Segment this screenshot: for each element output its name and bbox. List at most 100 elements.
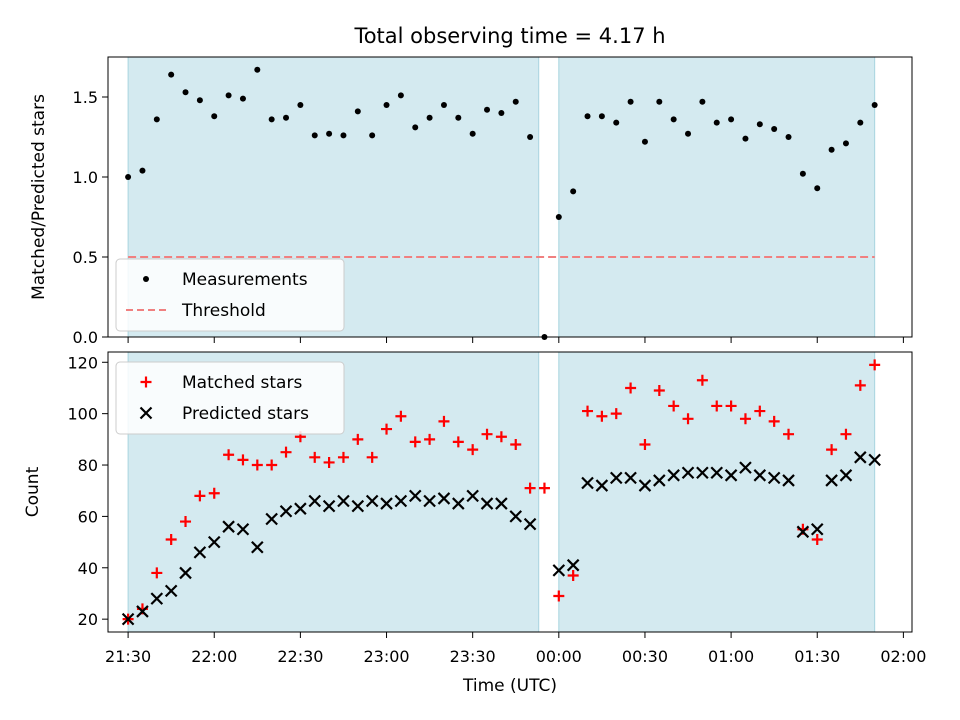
data-point <box>294 502 307 515</box>
data-point <box>452 497 465 510</box>
data-point <box>426 114 433 121</box>
legend-label: Threshold <box>181 301 266 321</box>
data-point <box>381 423 393 435</box>
x-tick-label: 23:30 <box>450 647 496 666</box>
data-point <box>207 535 221 549</box>
data-point <box>369 132 376 139</box>
data-point <box>711 400 723 412</box>
data-point <box>696 466 709 480</box>
data-point <box>668 400 680 412</box>
data-point <box>641 138 648 145</box>
data-point <box>756 121 763 128</box>
data-point <box>495 431 507 443</box>
data-point <box>193 546 207 559</box>
legend-label: Predicted stars <box>182 404 309 424</box>
data-point <box>595 479 609 492</box>
data-point <box>871 102 878 108</box>
data-point <box>265 512 278 526</box>
y-tick-label: 80 <box>78 456 98 475</box>
data-point <box>613 119 620 126</box>
data-point <box>639 438 651 450</box>
x-tick-label: 00:30 <box>622 647 668 666</box>
data-point <box>480 497 494 510</box>
top-panel: Total observing time = 4.17 h 0.0 0.5 1.0 1… <box>29 24 913 347</box>
data-point <box>254 66 261 73</box>
data-point <box>724 469 738 482</box>
y-tick-label: 0.0 <box>73 328 98 347</box>
data-point <box>512 98 519 105</box>
data-point <box>452 436 464 448</box>
data-point <box>596 410 608 422</box>
x-tick-label: 01:00 <box>708 647 754 666</box>
observing-window <box>558 57 875 337</box>
data-point <box>498 110 505 116</box>
data-point <box>681 466 695 480</box>
data-point <box>753 469 767 482</box>
data-point <box>311 132 318 139</box>
data-point <box>825 474 838 487</box>
y-tick-label: 1.5 <box>73 88 98 107</box>
x-tick-label: 22:30 <box>277 647 323 666</box>
data-point <box>653 385 665 397</box>
data-point <box>208 487 220 499</box>
data-point <box>467 444 479 456</box>
data-point <box>423 494 436 508</box>
x-tick-label: 00:00 <box>536 647 582 666</box>
data-point <box>179 566 192 580</box>
data-point <box>424 433 436 445</box>
y-tick-label: 100 <box>67 405 98 424</box>
data-point <box>627 98 634 105</box>
data-point <box>509 510 523 523</box>
legend-box <box>115 258 345 332</box>
data-point <box>495 497 508 510</box>
data-point <box>340 132 347 139</box>
data-point <box>397 92 404 99</box>
legend-swatch <box>143 276 149 282</box>
x-tick-label: 23:00 <box>363 647 409 666</box>
data-point <box>555 214 562 220</box>
observing-window <box>558 352 875 632</box>
data-point <box>251 540 264 554</box>
data-point <box>584 113 591 120</box>
data-point <box>366 451 378 463</box>
legend-swatch <box>140 376 152 388</box>
data-point <box>785 134 792 140</box>
data-point <box>337 451 349 463</box>
plot-frame <box>107 351 913 633</box>
data-point <box>598 113 605 120</box>
data-point <box>351 499 365 513</box>
data-point <box>767 471 781 485</box>
data-point <box>139 167 146 174</box>
data-point <box>553 590 565 602</box>
legend-label: Measurements <box>182 270 308 290</box>
data-point <box>656 98 663 105</box>
data-point <box>196 97 203 104</box>
data-point <box>225 92 232 99</box>
data-point <box>150 592 164 605</box>
data-point <box>840 428 852 440</box>
x-tick-label: 02:00 <box>880 647 926 666</box>
y-tick-label: 20 <box>78 610 98 629</box>
data-point <box>667 469 680 482</box>
data-point <box>670 116 677 123</box>
plot-frame <box>107 56 913 338</box>
data-point <box>570 188 577 195</box>
data-point <box>222 520 235 533</box>
data-point <box>164 584 178 598</box>
data-point <box>682 413 694 425</box>
data-point <box>839 469 853 482</box>
data-point <box>685 130 692 137</box>
data-point <box>168 71 175 78</box>
y-tick-label: 1.0 <box>73 168 98 187</box>
data-point <box>696 374 708 386</box>
data-point <box>437 492 451 505</box>
x-tick-label: 22:00 <box>191 647 237 666</box>
data-point <box>796 525 810 539</box>
data-point <box>782 474 795 487</box>
data-point <box>409 436 421 448</box>
data-point <box>211 113 218 120</box>
data-point <box>484 106 491 113</box>
data-point <box>153 116 160 123</box>
data-point <box>739 461 752 474</box>
data-point <box>868 453 881 467</box>
